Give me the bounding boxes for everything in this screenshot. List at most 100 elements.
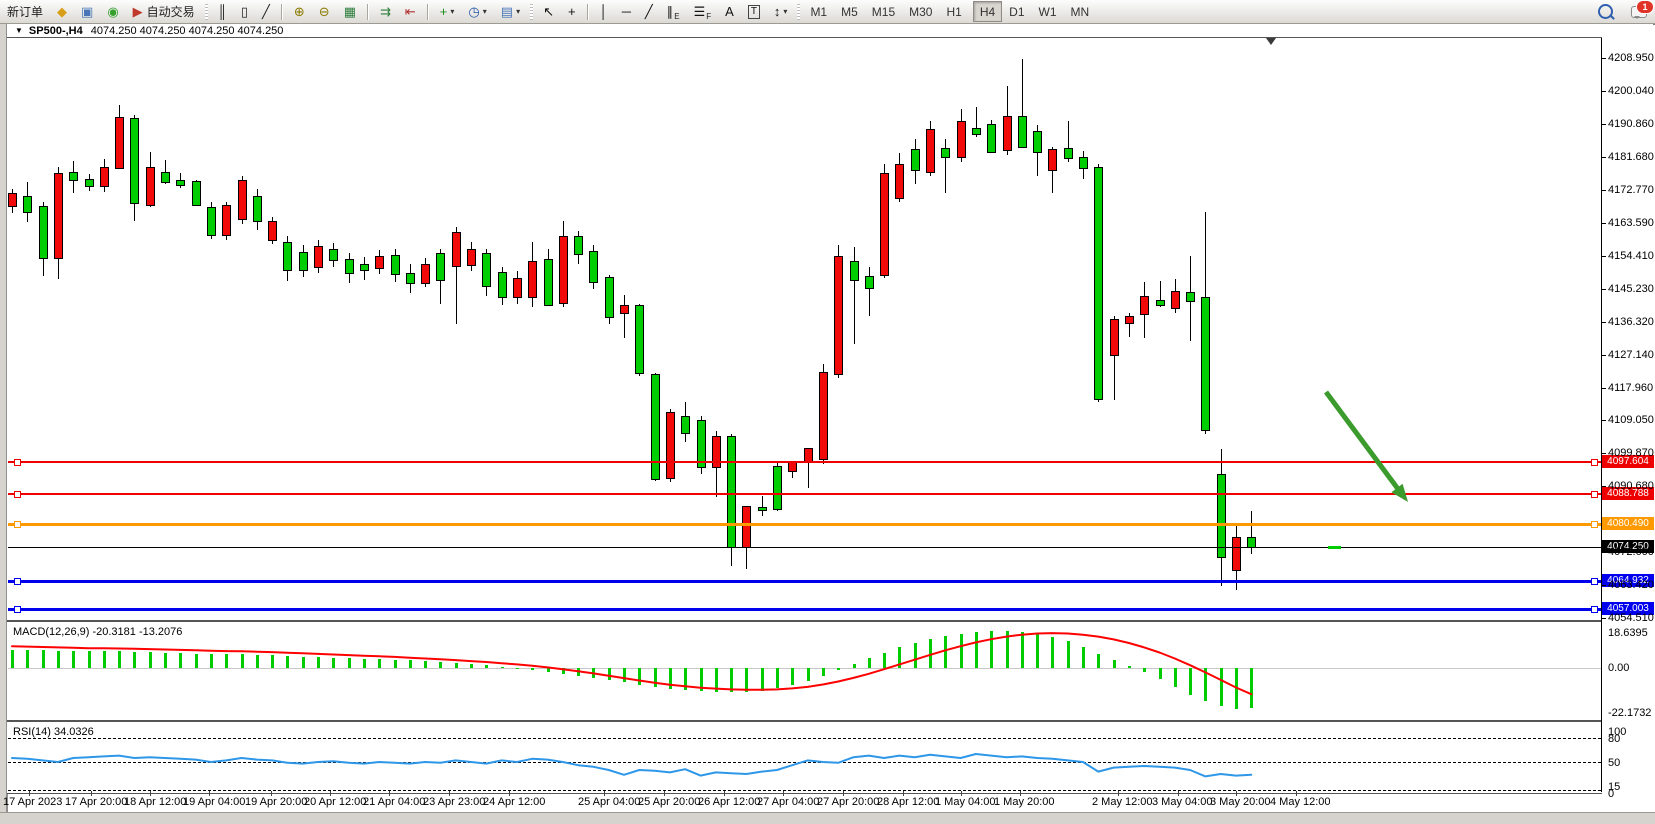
price-line-label[interactable]: 4088.788 [1602, 487, 1654, 500]
price-axis-tick [1601, 420, 1606, 421]
auto-scroll-icon[interactable]: ⇉ [374, 1, 397, 22]
window-bottom-edge [0, 812, 1655, 824]
candle [375, 255, 385, 270]
price-line-handle[interactable] [1591, 578, 1598, 585]
price-line-label[interactable]: 4057.003 [1602, 602, 1654, 615]
price-line[interactable] [8, 547, 1601, 548]
candle [941, 147, 951, 158]
price-line-handle[interactable] [14, 521, 21, 528]
time-axis-label: 3 May 20:00 [1210, 796, 1271, 808]
timeframe-button-w1[interactable]: W1 [1038, 4, 1057, 19]
candle [757, 507, 767, 512]
price-line[interactable] [8, 461, 1601, 463]
time-axis-label: 25 Apr 04:00 [578, 796, 641, 808]
arrows-icon[interactable]: ↕ ▾ [768, 1, 794, 22]
price-line-handle[interactable] [14, 491, 21, 498]
timeframe-button-m30[interactable]: M30 [909, 4, 933, 19]
macd-histogram-bar [225, 654, 229, 668]
arrows-icon: ↕ [773, 4, 781, 19]
rsi-scale-label: 50 [1608, 757, 1621, 769]
macd-histogram-bar [41, 650, 45, 668]
price-line[interactable] [8, 493, 1601, 495]
price-axis-tick [1601, 223, 1606, 224]
period-icon[interactable]: ◷ ▾ [462, 1, 492, 22]
tile-windows-icon[interactable]: ▦ [338, 1, 362, 22]
vertical-line-icon[interactable]: │ [594, 1, 614, 22]
dropdown-caret-icon[interactable]: ▾ [516, 7, 521, 16]
template-icon[interactable]: ▤ ▾ [495, 1, 526, 22]
candle [543, 258, 553, 306]
chart-shift-marker-icon [1266, 38, 1276, 50]
price-line[interactable] [8, 608, 1601, 611]
notifications-button[interactable]: 1 [1631, 0, 1654, 19]
macd-histogram-bar [592, 668, 596, 678]
horizontal-line-icon[interactable]: ─ [616, 1, 637, 22]
candle [1094, 166, 1104, 401]
crosshair-icon[interactable]: + [562, 1, 582, 22]
macd-histogram-bar [883, 652, 887, 668]
toolbar-grip[interactable] [204, 3, 208, 20]
horizontal-line-icon: ─ [621, 4, 631, 19]
price-line-handle[interactable] [14, 606, 21, 613]
price-line-handle[interactable] [14, 578, 21, 585]
macd-histogram-bar [699, 668, 703, 692]
price-line-label[interactable]: 4080.490 [1602, 517, 1654, 530]
toolbar-grip[interactable] [797, 3, 801, 20]
price-line-label[interactable]: 4097.604 [1602, 455, 1654, 468]
candle-wick [1159, 280, 1161, 308]
timeframe-button-h4[interactable]: H4 [972, 1, 1003, 22]
price-line[interactable] [8, 580, 1601, 583]
line-chart-icon[interactable]: ╱ [256, 1, 276, 22]
dropdown-caret-icon[interactable]: ▾ [482, 7, 487, 16]
zoom-out-icon[interactable]: ⊖ [313, 1, 336, 22]
market-watch-icon[interactable]: ◆ [51, 1, 73, 22]
price-line-label[interactable]: 4064.932 [1602, 574, 1654, 587]
charts-window-icon[interactable]: ▣ [75, 1, 99, 22]
candle [589, 250, 599, 283]
macd-histogram-bar [577, 668, 581, 676]
search-button[interactable] [1598, 4, 1613, 19]
macd-histogram-bar [454, 663, 458, 668]
price-line-handle[interactable] [14, 459, 21, 466]
timeframe-button-mn[interactable]: MN [1070, 4, 1090, 19]
equidistant-channel-icon[interactable]: ∥ E [661, 1, 686, 22]
collapse-triangle-icon[interactable]: ▼ [15, 26, 23, 35]
candlestick-chart-icon: ▯ [240, 4, 249, 19]
text-icon[interactable]: A [719, 1, 740, 22]
timeframe-button-h1[interactable]: H1 [946, 4, 962, 19]
trendline-icon[interactable]: ╱ [639, 1, 659, 22]
fibonacci-icon[interactable]: ☰ F [688, 1, 718, 22]
timeframe-button-m5[interactable]: M5 [841, 4, 858, 19]
chart-shift-icon[interactable]: ⇤ [399, 1, 422, 22]
price-line-handle[interactable] [1591, 491, 1598, 498]
equidistant-channel-icon-sub: E [674, 12, 680, 21]
dropdown-caret-icon[interactable]: ▾ [450, 7, 455, 16]
price-axis-tick-label: 4136.320 [1608, 316, 1654, 328]
price-line-label[interactable]: 4074.250 [1602, 540, 1654, 553]
macd-histogram-bar [607, 668, 611, 680]
candle [1216, 473, 1226, 559]
timeframe-button-m1[interactable]: M1 [810, 4, 828, 19]
cursor-icon[interactable]: ↖ [537, 1, 560, 22]
price-line[interactable] [8, 523, 1601, 526]
autotrading-button[interactable]: ▶ 自动交易 [127, 1, 201, 22]
candle [910, 148, 920, 171]
price-line-handle[interactable] [1591, 606, 1598, 613]
price-line-handle[interactable] [1591, 521, 1598, 528]
timeframe-button-m15[interactable]: M15 [871, 4, 896, 19]
text-label-icon[interactable]: T [742, 1, 766, 22]
dropdown-caret-icon[interactable]: ▾ [783, 7, 788, 16]
timeframe-button-d1[interactable]: D1 [1009, 4, 1025, 19]
toolbar-grip[interactable] [530, 3, 534, 20]
zoom-in-icon[interactable]: ⊕ [288, 1, 311, 22]
price-line-handle[interactable] [1591, 459, 1598, 466]
candle [359, 263, 369, 271]
candle-wick [1021, 58, 1023, 148]
candlestick-chart-icon[interactable]: ▯ [235, 1, 254, 22]
fibonacci-icon: ☰ [693, 4, 706, 19]
new-chart-icon[interactable]: + ▾ [434, 1, 461, 22]
signals-icon[interactable]: ◉ [101, 1, 124, 22]
new-order-button[interactable]: 新订单 [7, 5, 44, 19]
bar-chart-icon[interactable]: ║ [212, 1, 233, 22]
